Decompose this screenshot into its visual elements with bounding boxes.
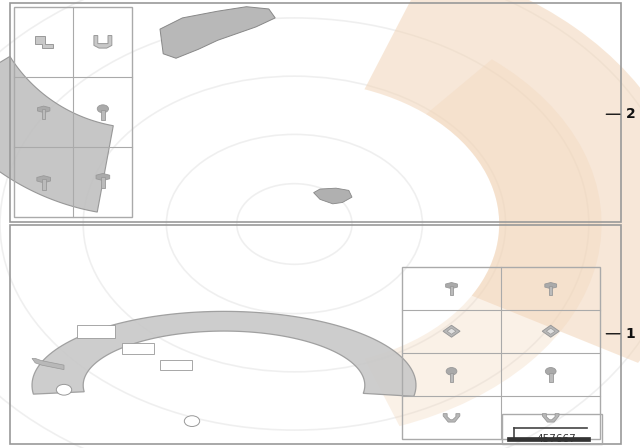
Circle shape [97,105,109,113]
Wedge shape [364,0,640,363]
Polygon shape [443,325,460,337]
Polygon shape [0,56,113,212]
Polygon shape [32,311,416,396]
Polygon shape [94,35,112,48]
Polygon shape [32,358,64,370]
Polygon shape [444,414,460,422]
Polygon shape [508,437,589,441]
Polygon shape [314,188,352,204]
Polygon shape [445,283,458,289]
Bar [502,414,602,444]
Polygon shape [545,283,557,289]
Circle shape [56,384,72,395]
Text: 457667: 457667 [537,435,577,444]
Circle shape [545,367,556,375]
Bar [14,7,132,217]
Polygon shape [543,414,559,422]
Bar [122,343,154,354]
Circle shape [184,416,200,426]
Text: 1: 1 [626,327,636,341]
Polygon shape [542,325,559,337]
Bar [160,360,192,370]
Polygon shape [37,176,51,183]
Bar [402,267,600,439]
Bar [77,325,115,338]
Polygon shape [35,35,52,48]
Polygon shape [447,328,456,334]
Bar [10,225,621,444]
Polygon shape [42,109,45,119]
Bar [10,3,621,222]
Polygon shape [42,179,45,190]
Polygon shape [548,373,553,382]
Polygon shape [101,177,105,188]
Polygon shape [449,373,454,382]
Polygon shape [38,106,50,112]
Circle shape [446,367,457,375]
Text: 2: 2 [626,107,636,121]
Polygon shape [101,110,105,120]
Wedge shape [364,59,602,426]
Polygon shape [96,173,109,181]
Polygon shape [450,285,453,295]
Polygon shape [160,7,275,58]
Polygon shape [547,328,555,334]
Polygon shape [549,285,552,295]
